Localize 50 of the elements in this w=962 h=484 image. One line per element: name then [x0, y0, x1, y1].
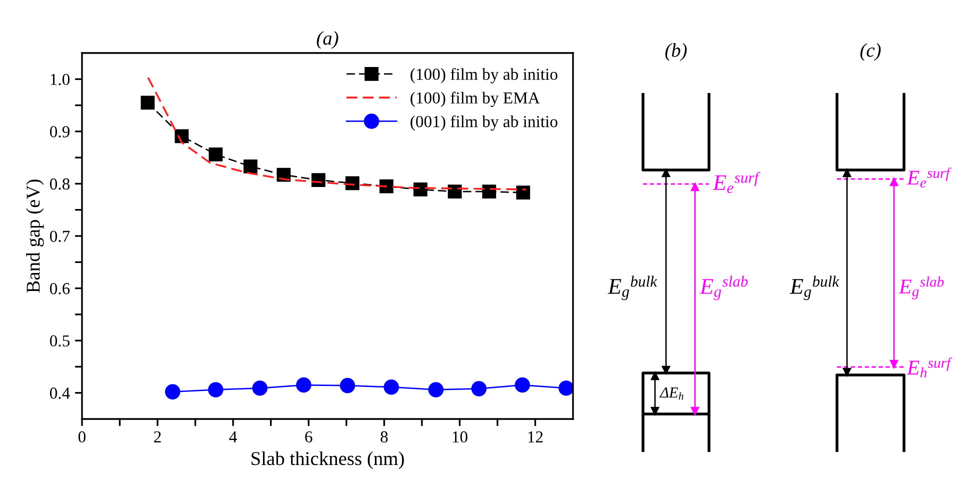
y-tick-label: 0.5 — [50, 335, 70, 347]
point — [140, 96, 155, 110]
legend-label: (100) film by EMA — [410, 92, 540, 107]
point — [471, 381, 487, 396]
text: (c) — [860, 43, 881, 61]
x-axis-title: Slab thickness (nm) — [252, 451, 404, 470]
y-tick-label: 0.6 — [50, 282, 70, 294]
text: E$_{g}$$^{slab}$ — [700, 276, 748, 300]
text: E$_{e}$$^{surf}$ — [712, 172, 760, 194]
point — [448, 184, 462, 198]
x-tick-label: 10 — [452, 431, 468, 443]
y-tick-label: 1.0 — [50, 74, 70, 86]
point — [296, 377, 312, 393]
text: E$_{g}$$^{slab}$ — [898, 276, 944, 300]
text: ΔE$_{h}$ — [659, 387, 684, 400]
point — [516, 186, 530, 200]
point — [340, 378, 356, 394]
chart-title: (a) — [316, 31, 338, 49]
point — [428, 382, 444, 398]
text: E$_{g}$$^{bulk}$ — [790, 276, 840, 300]
point — [252, 380, 268, 396]
point — [165, 384, 180, 400]
point — [379, 179, 394, 194]
x-tick-label: 8 — [380, 431, 388, 443]
legend-label: (001) film by ab initio — [410, 115, 558, 131]
y-tick-label: 0.4 — [50, 388, 70, 399]
text: E$_{e}$$^{surf}$ — [906, 168, 952, 188]
point — [345, 176, 360, 190]
point — [174, 129, 189, 144]
text: E$_{g}$$^{bulk}$ — [608, 276, 658, 300]
point — [558, 380, 573, 396]
point — [413, 182, 428, 196]
point — [482, 184, 496, 198]
x-tick-label: 4 — [229, 431, 237, 442]
y-tick-label: 0.9 — [50, 126, 70, 138]
x-tick-label: 2 — [154, 431, 161, 442]
y-axis-title: Band gap (eV) — [26, 180, 44, 293]
x-tick-label: 12 — [528, 431, 543, 442]
text: E$_{h}$$^{surf}$ — [906, 357, 952, 378]
y-tick-label: 0.8 — [50, 178, 70, 190]
text: (b) — [665, 43, 687, 61]
y-tick-label: 0.7 — [50, 230, 70, 242]
point — [384, 379, 399, 395]
point — [514, 377, 530, 393]
point — [208, 147, 223, 162]
legend-label: (100) film by ab initio — [410, 68, 558, 84]
x-tick-label: 0 — [78, 431, 86, 443]
x-tick-label: 6 — [305, 431, 312, 443]
point — [244, 160, 258, 174]
point — [208, 382, 224, 398]
